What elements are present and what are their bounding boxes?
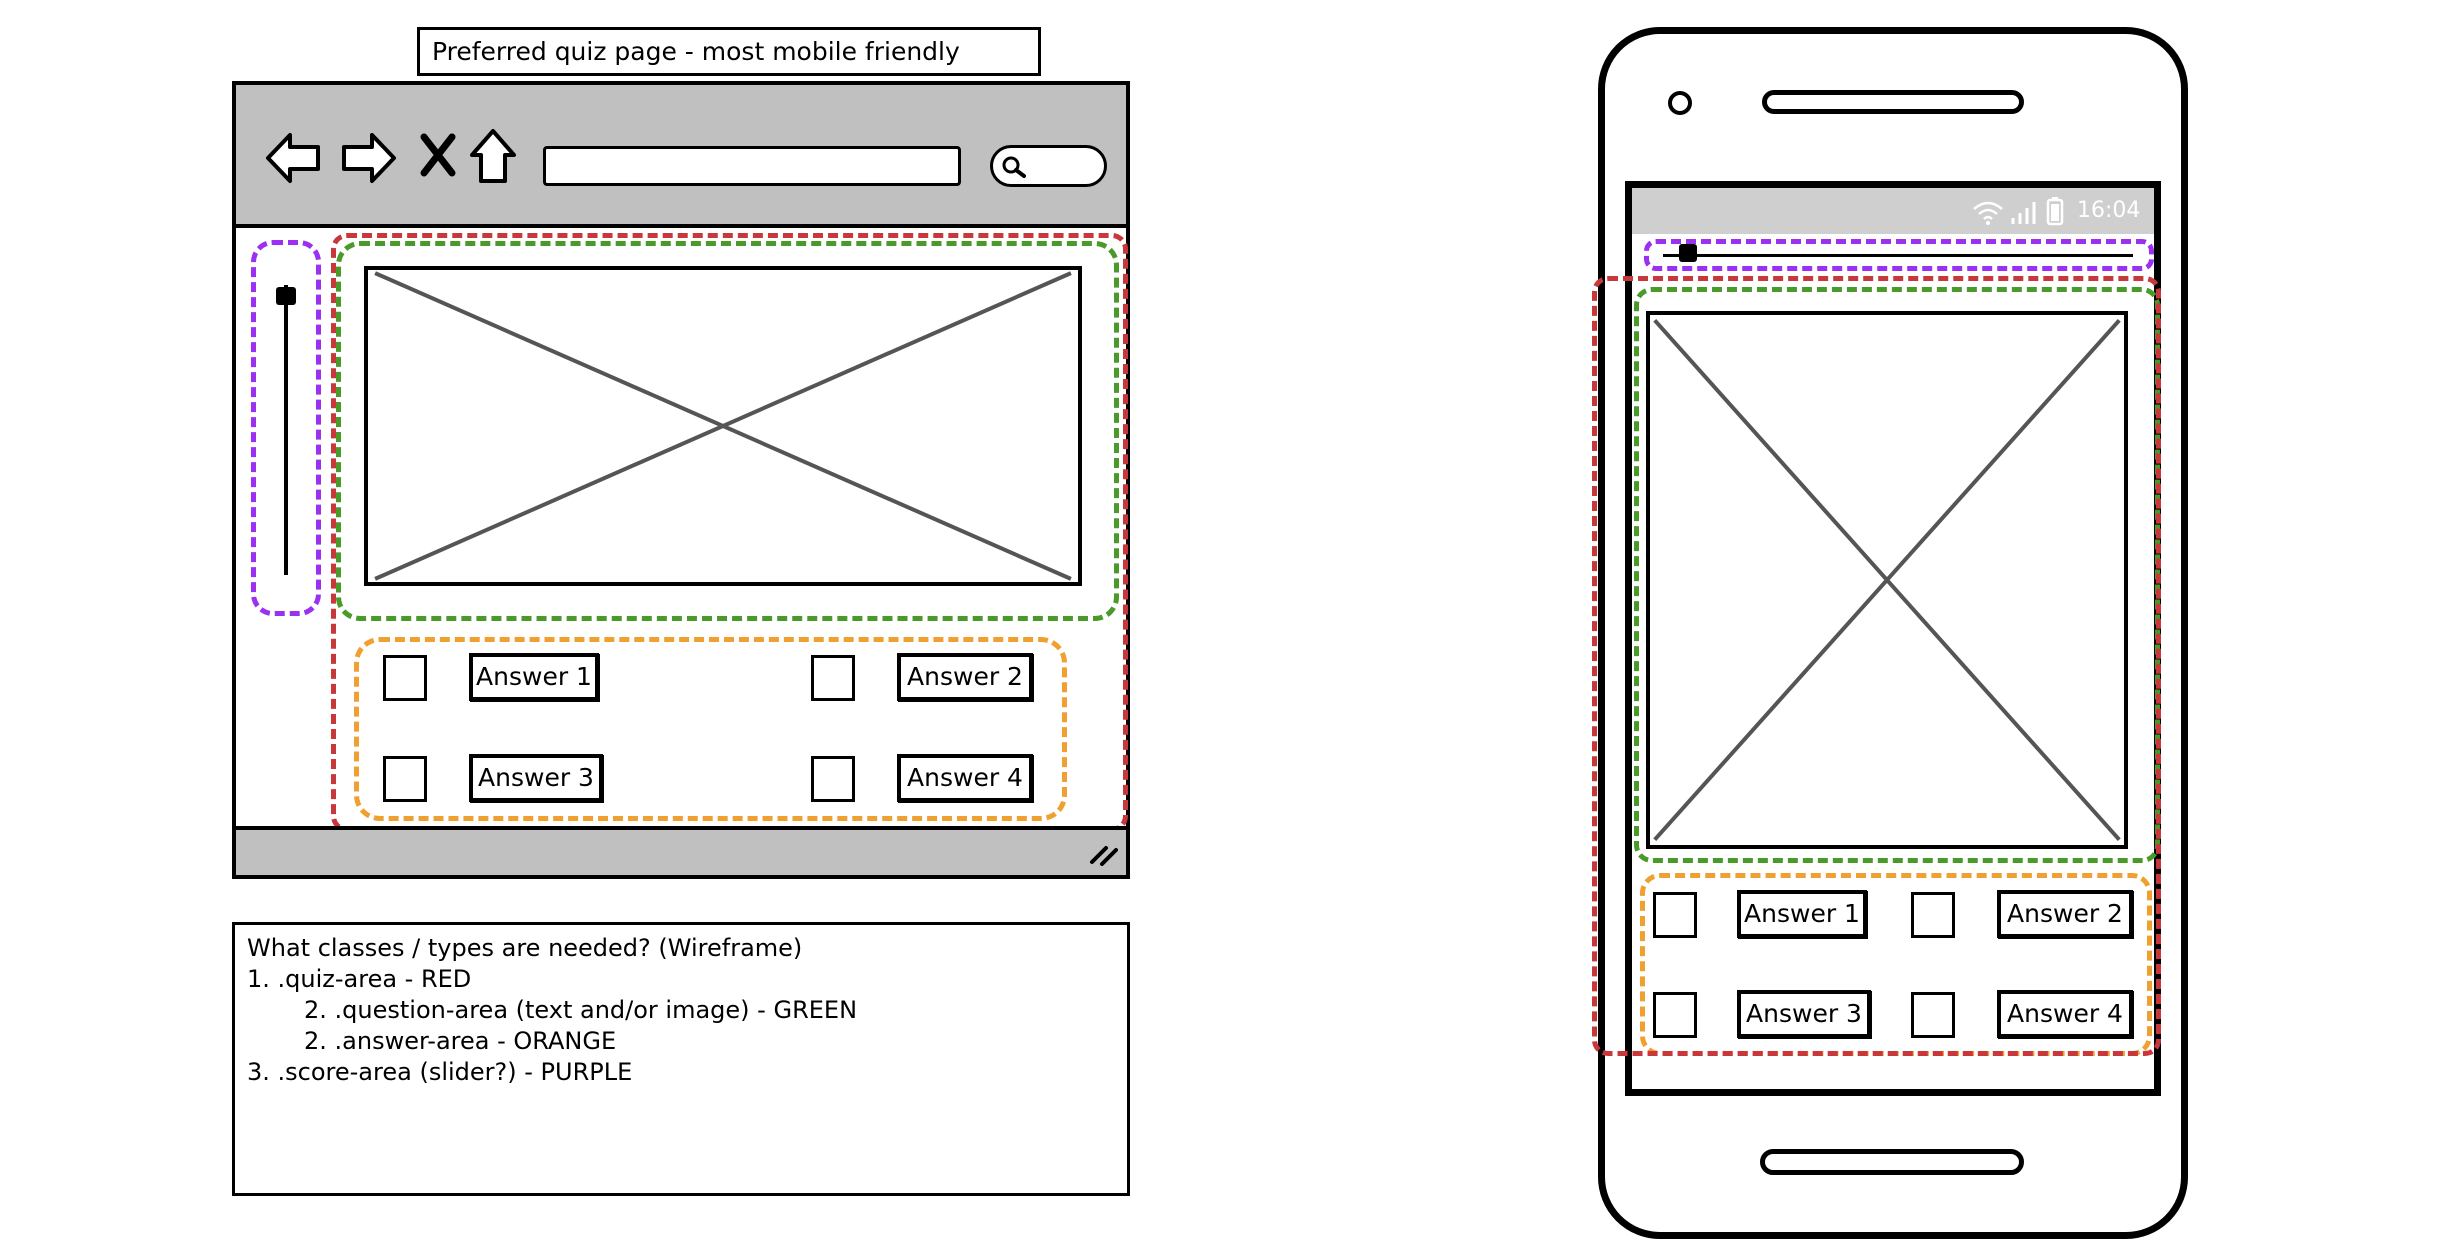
phone-score-slider-track[interactable] bbox=[1663, 254, 2133, 257]
phone-screen: 16:04 Answer 1 Answer 2 Answer 3 Answer … bbox=[1625, 181, 2161, 1096]
phone-answer-1-checkbox[interactable] bbox=[1653, 892, 1697, 938]
answer-4-checkbox[interactable] bbox=[811, 756, 855, 802]
answer-3-button[interactable]: Answer 3 bbox=[469, 754, 603, 802]
phone-answer-3-button[interactable]: Answer 3 bbox=[1737, 990, 1871, 1038]
phone-home-button[interactable] bbox=[1760, 1149, 2024, 1175]
notes-line-score-area: 3. .score-area (slider?) - PURPLE bbox=[247, 1058, 633, 1086]
score-area bbox=[251, 240, 321, 616]
answer-2-button[interactable]: Answer 2 bbox=[897, 653, 1033, 701]
wifi-icon bbox=[1971, 198, 2005, 226]
question-image-placeholder bbox=[364, 266, 1082, 586]
answer-area: Answer 1 Answer 2 Answer 3 Answer 4 bbox=[354, 637, 1067, 821]
signal-icon bbox=[2009, 198, 2039, 226]
answer-4-button[interactable]: Answer 4 bbox=[897, 754, 1033, 802]
browser-toolbar bbox=[236, 85, 1126, 228]
phone-quiz-area bbox=[1592, 276, 2161, 1056]
notes-line-answer-area: 2. .answer-area - ORANGE bbox=[304, 1027, 617, 1055]
back-arrow-icon[interactable] bbox=[264, 131, 322, 185]
browser-wireframe: Answer 1 Answer 2 Answer 3 Answer 4 bbox=[232, 81, 1130, 879]
notes-line-question-area: 2. .question-area (text and/or image) - … bbox=[304, 996, 858, 1024]
resize-grip-icon[interactable] bbox=[1088, 842, 1118, 866]
phone-speaker bbox=[1762, 90, 2024, 114]
address-bar[interactable] bbox=[543, 146, 961, 186]
forward-arrow-icon[interactable] bbox=[340, 131, 398, 185]
phone-score-slider-thumb[interactable] bbox=[1679, 244, 1697, 262]
notes-box: What classes / types are needed? (Wirefr… bbox=[232, 922, 1130, 1196]
answer-2-checkbox[interactable] bbox=[811, 655, 855, 701]
close-icon[interactable] bbox=[419, 132, 457, 178]
home-icon[interactable] bbox=[468, 127, 518, 185]
notes-line-quiz-area: 1. .quiz-area - RED bbox=[247, 965, 472, 993]
phone-status-bar: 16:04 bbox=[1632, 188, 2154, 234]
page-title: Preferred quiz page - most mobile friend… bbox=[432, 37, 960, 66]
score-slider-track[interactable] bbox=[284, 285, 288, 575]
phone-answer-4-button[interactable]: Answer 4 bbox=[1997, 990, 2133, 1038]
battery-icon bbox=[2045, 196, 2065, 226]
answer-1-button[interactable]: Answer 1 bbox=[469, 653, 599, 701]
answer-3-checkbox[interactable] bbox=[383, 756, 427, 802]
answer-1-checkbox[interactable] bbox=[383, 655, 427, 701]
notes-heading: What classes / types are needed? (Wirefr… bbox=[247, 934, 803, 962]
phone-answer-2-checkbox[interactable] bbox=[1911, 892, 1955, 938]
search-button[interactable] bbox=[990, 145, 1107, 187]
camera-icon bbox=[1668, 91, 1692, 115]
page-title-box: Preferred quiz page - most mobile friend… bbox=[417, 27, 1041, 76]
phone-score-area bbox=[1644, 239, 2154, 271]
phone-answer-2-button[interactable]: Answer 2 bbox=[1997, 890, 2133, 938]
phone-answer-3-checkbox[interactable] bbox=[1653, 992, 1697, 1038]
score-slider-thumb[interactable] bbox=[276, 287, 296, 305]
phone-clock: 16:04 bbox=[2077, 198, 2141, 223]
phone-answer-4-checkbox[interactable] bbox=[1911, 992, 1955, 1038]
question-area bbox=[336, 241, 1119, 621]
browser-status-bar bbox=[236, 826, 1126, 875]
phone-answer-1-button[interactable]: Answer 1 bbox=[1737, 890, 1867, 938]
phone-question-image-placeholder bbox=[1646, 311, 2128, 849]
search-icon bbox=[1001, 155, 1027, 179]
